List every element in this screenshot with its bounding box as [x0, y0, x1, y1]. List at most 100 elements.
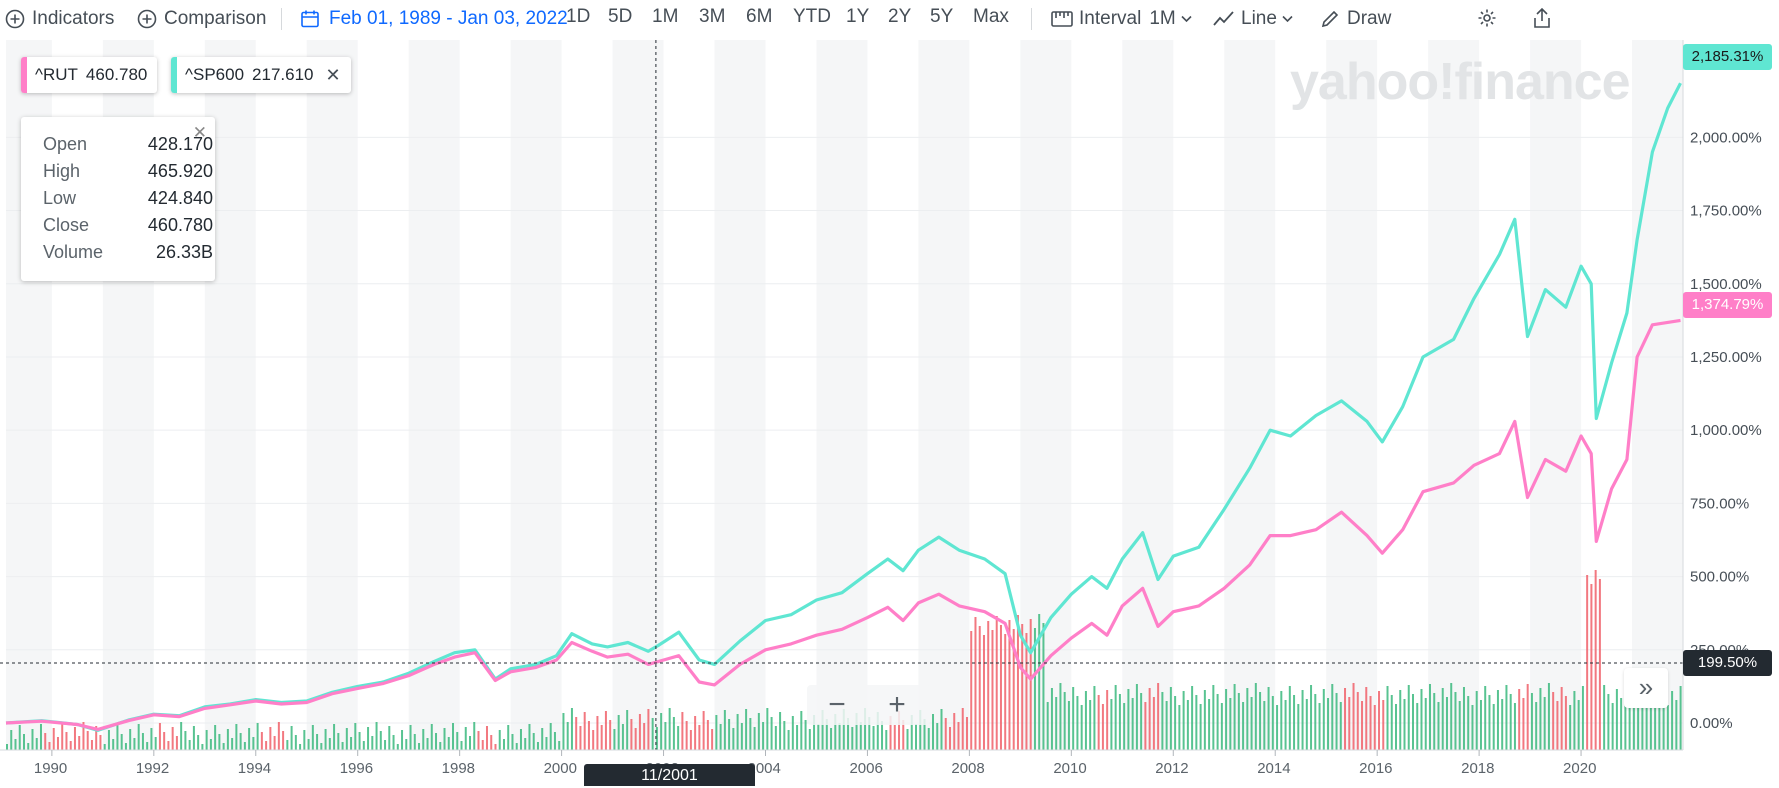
volume-bar — [779, 712, 782, 750]
zoom-in-button[interactable]: + — [888, 688, 906, 721]
year-band — [1122, 40, 1174, 750]
volume-bar — [1382, 700, 1385, 750]
volume-bar — [1280, 691, 1283, 750]
volume-bar — [1297, 704, 1300, 750]
volume-bar — [575, 717, 578, 750]
year-band — [1326, 40, 1378, 750]
volume-bar — [660, 713, 663, 750]
range-ytd[interactable]: YTD — [793, 6, 831, 27]
close-icon[interactable]: ✕ — [192, 123, 207, 142]
chart-type-label: Line — [1241, 8, 1277, 29]
volume-bar — [1208, 699, 1211, 750]
volume-bar — [1373, 705, 1376, 750]
x-axis: 1990199219941996199820002002200420062008… — [0, 749, 1683, 777]
year-band — [408, 40, 460, 750]
close-icon[interactable]: ✕ — [325, 64, 341, 85]
volume-bar — [706, 720, 709, 750]
volume-bar — [881, 721, 884, 750]
draw-label: Draw — [1347, 8, 1392, 29]
volume-bar — [333, 724, 336, 750]
volume-bar — [116, 725, 119, 750]
volume-bar — [1607, 694, 1610, 750]
volume-bar — [1335, 693, 1338, 750]
volume-bar — [1479, 700, 1482, 750]
x-tick-label: 2016 — [1359, 760, 1392, 777]
volume-bar — [1675, 700, 1678, 750]
interval-button[interactable]: Interval 1M — [1051, 8, 1192, 30]
chevron-down-icon — [1181, 15, 1192, 23]
volume-bar — [1293, 695, 1296, 750]
volume-bar — [723, 710, 726, 750]
indicators-button[interactable]: Indicators — [5, 8, 114, 30]
volume-bar — [864, 708, 867, 750]
volume-bar — [469, 736, 472, 750]
volume-bar — [447, 737, 450, 750]
range-1d[interactable]: 1D — [566, 6, 591, 27]
zoom-out-button[interactable]: − — [828, 688, 846, 721]
volume-bar — [808, 729, 811, 750]
volume-bar — [672, 717, 675, 750]
volume-bar — [1157, 683, 1160, 750]
volume-bar — [936, 723, 939, 750]
volume-bar — [324, 729, 327, 750]
volume-bar — [1029, 619, 1032, 750]
range-3m[interactable]: 3M — [699, 6, 726, 27]
yahoo-finance-watermark: yahoo!finance — [1290, 53, 1630, 111]
draw-button[interactable]: Draw — [1320, 8, 1391, 30]
volume-bar — [133, 738, 136, 750]
plus-circle-icon — [137, 9, 157, 29]
legend-chip-sp600[interactable]: ^SP600 217.610 ✕ — [171, 57, 351, 93]
volume-bar — [1428, 684, 1431, 750]
indicators-label: Indicators — [32, 8, 115, 29]
volume-bar — [906, 729, 909, 750]
volume-bar — [1513, 703, 1516, 750]
zoom-control: − + — [807, 685, 930, 725]
volume-bar — [698, 725, 701, 750]
volume-bar — [328, 738, 331, 750]
comparison-chart[interactable]: 0.00%250.00%500.00%750.00%1,000.00%1,250… — [0, 40, 1779, 782]
volume-bar — [1254, 683, 1257, 750]
range-6m[interactable]: 6M — [746, 6, 773, 27]
volume-bar — [532, 733, 535, 750]
range-1y[interactable]: 1Y — [846, 6, 870, 27]
volume-bar — [783, 721, 786, 750]
y-tick-label: 500.00% — [1690, 569, 1749, 586]
x-tick-label: 1992 — [136, 760, 169, 777]
chart-area[interactable]: 0.00%250.00%500.00%750.00%1,000.00%1,250… — [0, 40, 1779, 782]
volume-bar — [388, 726, 391, 750]
year-band — [1632, 40, 1683, 750]
range-1m[interactable]: 1M — [652, 6, 679, 27]
volume-bar — [1072, 687, 1075, 750]
chart-type-button[interactable]: Line — [1213, 8, 1293, 30]
volume-bar — [1305, 699, 1308, 750]
date-range-label: Feb 01, 1989 - Jan 03, 2022 — [329, 8, 568, 29]
range-5d[interactable]: 5D — [608, 6, 633, 27]
volume-bar — [617, 715, 620, 750]
ohlc-tooltip: ✕ Open 428.170 High 465.920 Low 424.840 … — [21, 117, 215, 281]
range-max[interactable]: Max — [973, 6, 1009, 27]
volume-bar — [1518, 689, 1521, 750]
volume-bar — [570, 708, 573, 750]
volume-bar — [1560, 687, 1563, 750]
volume-bar — [1110, 699, 1113, 750]
volume-bar — [1314, 694, 1317, 750]
volume-bar — [137, 724, 140, 750]
volume-bar — [379, 731, 382, 750]
volume-bar — [915, 724, 918, 750]
volume-bar — [269, 727, 272, 750]
range-5y[interactable]: 5Y — [930, 6, 954, 27]
share-button[interactable] — [1532, 7, 1552, 29]
comparison-button[interactable]: Comparison — [137, 8, 266, 30]
x-tick-label: 2006 — [849, 760, 882, 777]
volume-bar — [167, 741, 170, 750]
range-2y[interactable]: 2Y — [888, 6, 912, 27]
volume-bar — [1212, 685, 1215, 750]
volume-bar — [851, 727, 854, 750]
settings-button[interactable] — [1477, 8, 1497, 28]
legend-chip-rut[interactable]: ^RUT 460.780 — [21, 57, 158, 93]
x-tick-label: 2004 — [747, 760, 780, 777]
volume-bar — [681, 712, 684, 750]
tooltip-row-volume: Volume 26.33B — [43, 242, 213, 269]
date-range-button[interactable]: Feb 01, 1989 - Jan 03, 2022 — [300, 8, 568, 30]
expand-right-button[interactable]: » — [1624, 668, 1668, 708]
